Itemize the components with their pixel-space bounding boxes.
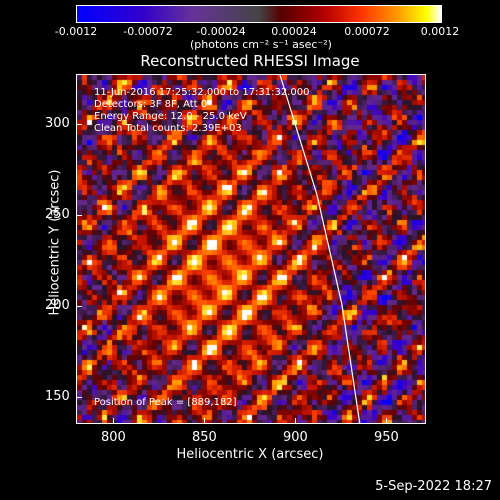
- x-tick-label: 950: [374, 430, 399, 445]
- x-tick: [295, 418, 296, 424]
- x-tick-label: 800: [101, 430, 126, 445]
- colorbar-tick-label: -0.00072: [123, 25, 173, 38]
- y-tick-label: 250: [45, 207, 70, 222]
- info-time-range: 11-Jun-2016 17:25:32.000 to 17:31:32.000: [94, 87, 310, 98]
- image-plot: [76, 74, 426, 424]
- y-tick: [76, 397, 82, 398]
- colorbar-units: (photons cm⁻² s⁻¹ asec⁻²): [190, 38, 332, 51]
- info-peak: Position of Peak = [889,182]: [94, 397, 237, 408]
- y-tick-label: 150: [45, 389, 70, 404]
- y-tick: [76, 306, 82, 307]
- x-tick-label: 850: [192, 430, 217, 445]
- image-title: Reconstructed RHESSI Image: [140, 52, 360, 70]
- y-tick: [76, 215, 82, 216]
- y-tick-label: 300: [45, 116, 70, 131]
- colorbar-tick-label: 0.00072: [344, 25, 390, 38]
- colorbar: [76, 5, 442, 23]
- info-detectors: Detectors: 3F 8F, Att 0: [94, 99, 208, 110]
- x-tick: [204, 418, 205, 424]
- rhessi-image: [77, 75, 425, 423]
- y-tick-label: 200: [45, 298, 70, 313]
- x-tick: [386, 418, 387, 424]
- solar-limb: [279, 75, 361, 423]
- colorbar-tick-label: -0.00024: [196, 25, 246, 38]
- x-axis-label: Heliocentric X (arcsec): [176, 447, 324, 462]
- timestamp: 5-Sep-2022 18:27: [375, 479, 492, 494]
- y-tick: [76, 124, 82, 125]
- colorbar-tick-label: 0.00024: [271, 25, 317, 38]
- x-tick: [113, 418, 114, 424]
- info-method: Clean Total counts: 2.39E+03: [94, 123, 242, 134]
- info-energy-range: Energy Range: 12.0 - 25.0 keV: [94, 111, 247, 122]
- y-axis-label: Heliocentric Y (arcsec): [47, 169, 63, 316]
- colorbar-tick-label: 0.0012: [420, 25, 460, 38]
- colorbar-tick-label: -0.0012: [54, 25, 98, 38]
- solar-limb-line: [279, 75, 361, 423]
- x-tick-label: 900: [283, 430, 308, 445]
